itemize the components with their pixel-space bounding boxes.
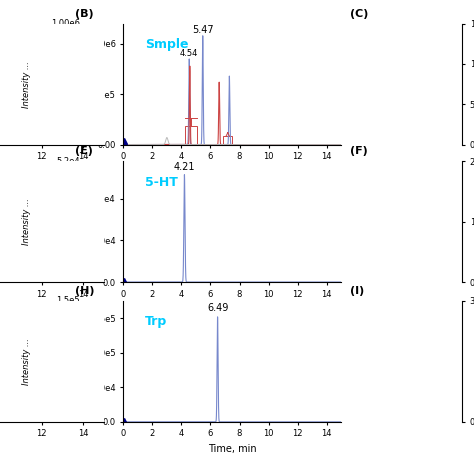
X-axis label: Time, min: Time, min [208,444,256,454]
Text: Intensity ...: Intensity ... [22,338,30,385]
Text: 4.54: 4.54 [180,49,199,58]
X-axis label: Time, min: Time, min [208,167,256,177]
Bar [223,136,232,145]
Text: Trp: Trp [145,316,167,328]
Text: Intensity ...: Intensity ... [75,338,84,385]
Bar [185,126,197,145]
Text: (I): (I) [349,286,364,296]
Text: 4.21: 4.21 [173,162,195,172]
Text: (H): (H) [75,286,95,296]
Text: Smple: Smple [145,38,189,51]
Text: Intensity ...: Intensity ... [22,61,30,108]
Text: (B): (B) [75,9,94,19]
X-axis label: Time, min: Time, min [208,304,256,314]
Text: Intensity ...: Intensity ... [75,198,84,245]
Text: Intensity ...: Intensity ... [22,198,30,245]
Text: (C): (C) [349,9,368,19]
Text: 1.00e6: 1.00e6 [51,19,80,28]
Text: Intensity ...: Intensity ... [75,61,84,108]
Text: 5-HT: 5-HT [145,176,178,189]
Text: (F): (F) [349,146,367,156]
Text: (E): (E) [75,146,93,156]
Text: 1.5e5: 1.5e5 [56,297,80,305]
Text: 5.47: 5.47 [192,25,214,35]
Text: 5.2e4: 5.2e4 [56,157,80,165]
Text: 6.49: 6.49 [207,303,228,313]
